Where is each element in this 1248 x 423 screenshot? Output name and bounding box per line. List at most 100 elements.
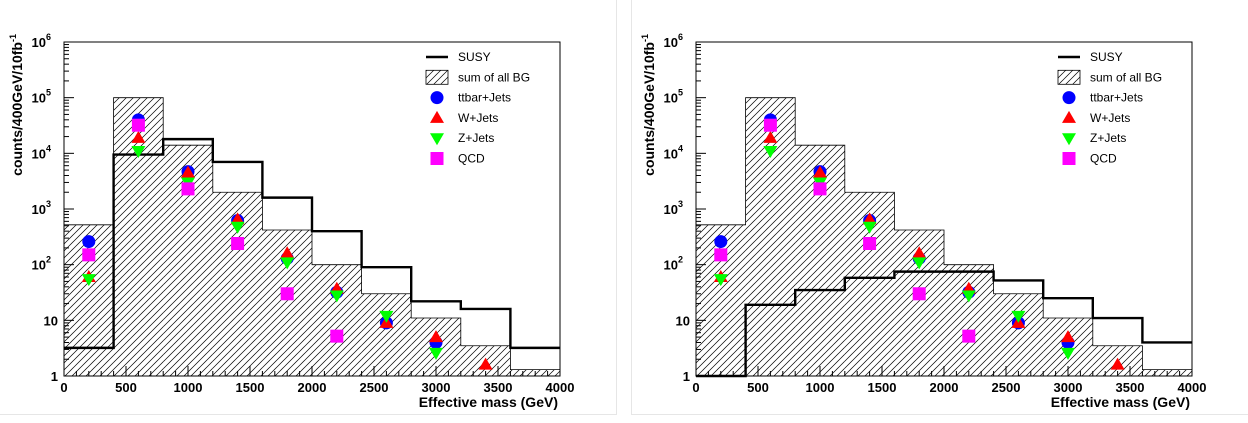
series-qcd — [82, 118, 344, 343]
legend-label: SUSY — [458, 50, 491, 64]
susy-line — [696, 270, 1192, 378]
bg-bin — [361, 293, 412, 376]
y-tick-label: 105 — [664, 88, 683, 106]
x-tick-label: 2000 — [298, 380, 327, 395]
x-tick-label: 1500 — [236, 380, 265, 395]
legend-bg-swatch — [1057, 69, 1081, 85]
data-point — [1011, 310, 1026, 323]
legend-label: W+Jets — [1090, 111, 1130, 125]
y-tick-label: 104 — [32, 143, 51, 161]
x-axis: 0 500 1000 1500 2000 2500 3000 3500 4000 — [692, 366, 1206, 395]
series-qcd — [714, 118, 976, 343]
data-point — [181, 182, 195, 196]
legend-marker — [430, 133, 444, 146]
data-point — [813, 165, 827, 178]
x-tick-label: 0 — [60, 380, 67, 395]
data-point — [230, 221, 245, 234]
data-point — [863, 237, 877, 251]
data-point — [82, 248, 96, 262]
data-point — [714, 248, 728, 262]
y-tick-label: 102 — [32, 255, 51, 273]
data-point — [862, 221, 877, 234]
chart-panel-right: 0 500 1000 1500 2000 2500 3000 3500 4000 Effectiv… — [632, 0, 1248, 414]
legend-marker — [430, 152, 444, 165]
y-tick-label: 10 — [44, 313, 58, 328]
data-point — [379, 310, 394, 323]
legend: SUSY sum of all BG ttbar+Jets W+Jets Z+Jets Q… — [425, 50, 530, 166]
data-point — [1061, 330, 1075, 343]
x-tick-label: 1500 — [868, 380, 897, 395]
bg-bin — [944, 264, 994, 376]
data-point — [1110, 357, 1125, 370]
data-point — [231, 237, 245, 251]
legend-marker — [1062, 152, 1076, 165]
x-tick-label: 3000 — [422, 380, 451, 395]
data-point — [230, 212, 245, 225]
legend-label: QCD — [1090, 152, 1117, 166]
data-point — [713, 274, 728, 287]
data-point — [280, 246, 295, 259]
y-tick-label: 1 — [51, 369, 58, 384]
legend-label: Z+Jets — [458, 131, 494, 145]
data-point — [280, 287, 294, 301]
data-point — [131, 118, 145, 132]
data-point — [131, 130, 146, 143]
legend-label: SUSY — [1090, 50, 1123, 64]
data-point — [763, 130, 778, 143]
x-axis: 0 500 1000 1500 2000 2500 3000 3500 4000 — [60, 366, 574, 395]
x-tick-label: 2500 — [360, 380, 389, 395]
data-point — [131, 146, 146, 159]
data-point — [429, 347, 443, 360]
data-point — [330, 329, 344, 343]
x-tick-label: 500 — [747, 380, 769, 395]
y-axis: 1 10 102 103 104 105 106 — [32, 32, 74, 384]
bg-bin — [993, 293, 1044, 376]
y-tick-label: 104 — [664, 143, 683, 161]
data-point — [912, 287, 926, 301]
legend-label: ttbar+Jets — [1090, 91, 1143, 105]
data-point — [429, 330, 443, 343]
data-point — [862, 212, 877, 225]
legend-marker — [1062, 91, 1076, 105]
x-axis-title: Effective mass (GeV) — [419, 394, 558, 410]
data-point — [912, 246, 927, 259]
x-tick-label: 3500 — [484, 380, 513, 395]
x-tick-label: 2000 — [930, 380, 959, 395]
legend-label: ttbar+Jets — [458, 91, 511, 105]
data-point — [912, 257, 927, 270]
y-tick-label: 106 — [32, 32, 51, 50]
data-point — [961, 290, 976, 303]
x-axis-title: Effective mass (GeV) — [1051, 394, 1190, 410]
bg-outline — [695, 97, 1193, 376]
susy-line — [64, 137, 560, 350]
legend-label: QCD — [458, 152, 485, 166]
y-tick-label: 1 — [683, 369, 690, 384]
x-tick-label: 1000 — [806, 380, 835, 395]
y-axis-title: counts/400GeV/10fb-1 — [640, 34, 657, 176]
x-tick-label: 3500 — [1116, 380, 1145, 395]
x-tick-label: 3000 — [1054, 380, 1083, 395]
data-point — [714, 235, 728, 249]
y-tick-label: 10 — [676, 313, 690, 328]
legend-label: sum of all BG — [1090, 70, 1162, 84]
data-point — [763, 146, 778, 159]
y-axis-title: counts/400GeV/10fb-1 — [8, 34, 25, 176]
y-tick-label: 105 — [32, 88, 51, 106]
chart-right: 0 500 1000 1500 2000 2500 3000 3500 4000Effectiv… — [640, 32, 1206, 410]
data-point — [1061, 347, 1075, 360]
legend-label: Z+Jets — [1090, 131, 1126, 145]
y-tick-label: 103 — [32, 199, 51, 217]
legend-marker — [430, 91, 444, 105]
chart-panel-left: 0 500 1000 1500 2000 2500 3000 3500 4000 Effectiv… — [0, 0, 616, 414]
legend-label: W+Jets — [458, 111, 498, 125]
x-tick-label: 500 — [115, 380, 137, 395]
legend-marker — [430, 110, 444, 123]
data-point — [280, 257, 295, 270]
y-tick-label: 106 — [664, 32, 683, 50]
chart-left: 0 500 1000 1500 2000 2500 3000 3500 4000Effectiv… — [8, 32, 574, 410]
bg-bin — [113, 97, 164, 377]
legend-marker — [1062, 110, 1076, 123]
data-point — [962, 329, 976, 343]
bg-bin — [745, 97, 796, 377]
x-tick-label: 1000 — [174, 380, 203, 395]
